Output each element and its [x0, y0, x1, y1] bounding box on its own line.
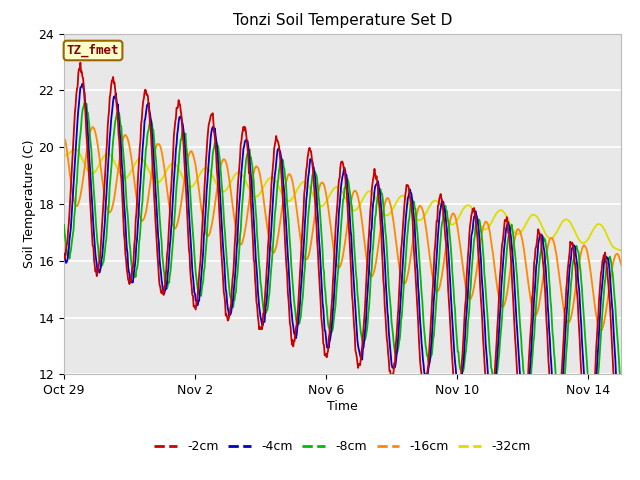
X-axis label: Time: Time — [327, 400, 358, 413]
Title: Tonzi Soil Temperature Set D: Tonzi Soil Temperature Set D — [233, 13, 452, 28]
Legend: -2cm, -4cm, -8cm, -16cm, -32cm: -2cm, -4cm, -8cm, -16cm, -32cm — [150, 435, 535, 458]
Text: TZ_fmet: TZ_fmet — [67, 44, 119, 57]
Y-axis label: Soil Temperature (C): Soil Temperature (C) — [22, 140, 36, 268]
